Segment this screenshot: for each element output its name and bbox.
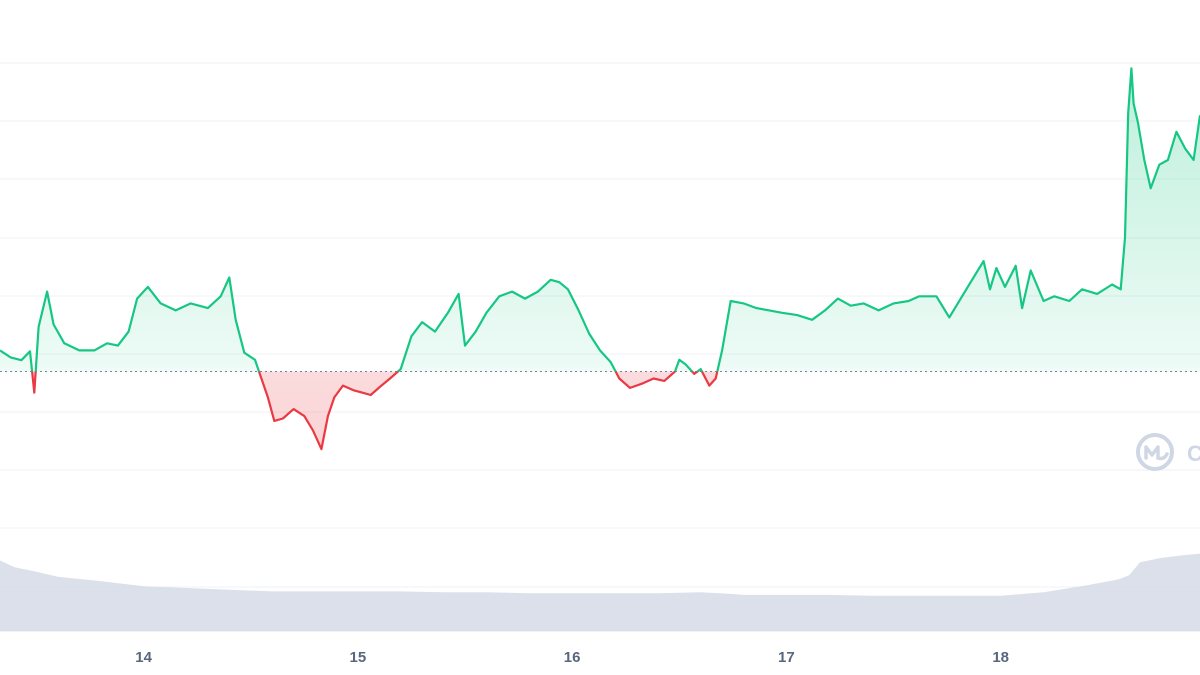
x-tick-label: 16 <box>564 649 581 666</box>
coinmarketcap-logo-icon <box>1136 433 1174 471</box>
watermark: C <box>1136 433 1200 471</box>
x-tick-label: 17 <box>778 649 795 666</box>
price-fill-down <box>0 371 1200 450</box>
volume-area <box>0 553 1200 631</box>
price-line <box>0 67 1200 451</box>
x-axis: 14 15 16 17 18 <box>135 649 1009 666</box>
volume-bars <box>0 553 1200 631</box>
x-tick-label: 18 <box>992 649 1009 666</box>
price-line-down <box>30 371 719 451</box>
price-fill <box>0 68 1200 450</box>
price-fill-up <box>0 68 1200 372</box>
svg-text:C: C <box>1187 441 1200 466</box>
x-tick-label: 14 <box>135 649 152 666</box>
x-tick-label: 15 <box>350 649 367 666</box>
price-line-up <box>0 67 1200 372</box>
